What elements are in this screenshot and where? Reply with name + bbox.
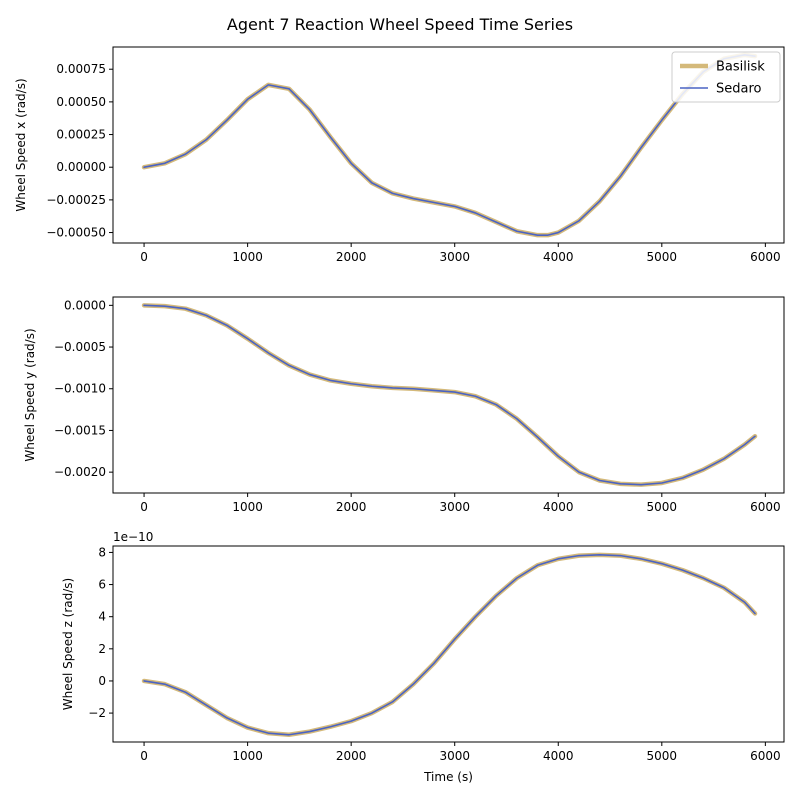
- y-tick-label: −0.0020: [54, 465, 106, 479]
- x-tick-label: 0: [140, 500, 148, 514]
- y-tick-label: −0.00050: [46, 226, 106, 240]
- x-axis-label: Time (s): [423, 770, 473, 784]
- y-tick-label: 0.00000: [56, 160, 106, 174]
- x-tick-label: 6000: [750, 749, 781, 763]
- series-line-sedaro: [143, 554, 756, 736]
- y-tick-label: −0.0005: [54, 340, 106, 354]
- y-tick-label: −0.0010: [54, 382, 106, 396]
- figure-title: Agent 7 Reaction Wheel Speed Time Series: [227, 15, 573, 34]
- y-tick-label: 0.00050: [56, 95, 106, 109]
- x-tick-label: 1000: [232, 500, 263, 514]
- x-tick-label: 0: [140, 250, 148, 264]
- x-tick-label: 4000: [543, 250, 574, 264]
- x-tick-label: 6000: [750, 250, 781, 264]
- y-tick-label: 4: [98, 610, 106, 624]
- x-tick-label: 5000: [647, 749, 678, 763]
- y-tick-label: 8: [98, 545, 106, 559]
- y-offset-label: 1e−10: [113, 530, 153, 544]
- x-tick-label: 4000: [543, 500, 574, 514]
- y-tick-label: 2: [98, 642, 106, 656]
- y-tick-label: 0.00025: [56, 128, 106, 142]
- x-tick-label: 3000: [439, 500, 470, 514]
- legend-label-sedaro: Sedaro: [716, 82, 762, 97]
- subplot-3: 0 1000 2000 3000 4000 5000 6000 −2 0 2 4 6 8 1e−10 Whe…: [61, 530, 785, 784]
- x-tick-label: 2000: [336, 749, 367, 763]
- y-axis-label: Wheel Speed x (rad/s): [14, 78, 28, 211]
- legend-label-basilisk: Basilisk: [716, 60, 765, 75]
- y-axis-label: Wheel Speed y (rad/s): [23, 328, 37, 461]
- x-tick-label: 0: [140, 749, 148, 763]
- subplot-2: 0 1000 2000 3000 4000 5000 6000 −0.0020 −0.0015 −…: [23, 296, 785, 514]
- subplot-1: 0 1000 2000 3000 4000 5000 6000 −0.00050 −0.0002…: [14, 46, 785, 264]
- x-tick-label: 5000: [647, 250, 678, 264]
- x-tick-label: 1000: [232, 250, 263, 264]
- y-tick-label: −2: [88, 706, 106, 720]
- y-tick-label: −0.0015: [54, 423, 106, 437]
- subplots: 0 1000 2000 3000 4000 5000 6000−0.00050−0.0002…: [14, 46, 785, 784]
- x-tick-label: 6000: [750, 500, 781, 514]
- y-tick-label: 0: [98, 674, 106, 688]
- y-tick-label: 6: [98, 578, 106, 592]
- y-tick-label: 0.00075: [56, 62, 106, 76]
- x-tick-label: 4000: [543, 749, 574, 763]
- x-tick-label: 5000: [647, 500, 678, 514]
- x-tick-label: 3000: [439, 250, 470, 264]
- axes-frame: [112, 46, 785, 244]
- series-line-sedaro: [143, 54, 756, 236]
- y-axis-label: Wheel Speed z (rad/s): [61, 578, 75, 711]
- axes-frame: [112, 545, 785, 743]
- x-tick-label: 1000: [232, 749, 263, 763]
- legend: Basilisk Sedaro: [671, 51, 781, 103]
- y-tick-label: 0.0000: [64, 298, 106, 312]
- x-tick-label: 3000: [439, 749, 470, 763]
- series-line-sedaro: [143, 304, 756, 486]
- x-tick-label: 2000: [336, 500, 367, 514]
- axes-frame: [112, 296, 785, 494]
- y-tick-label: −0.00025: [46, 193, 106, 207]
- x-tick-label: 2000: [336, 250, 367, 264]
